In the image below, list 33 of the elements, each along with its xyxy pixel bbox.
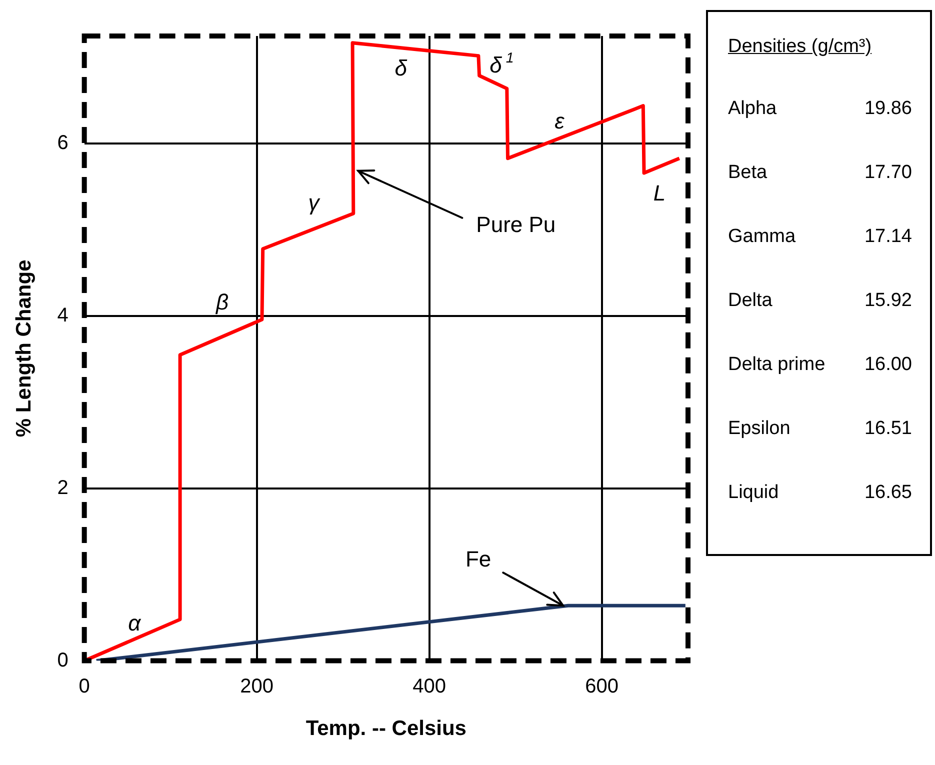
text: Epsilon [728, 418, 790, 441]
text: 16.51 [864, 418, 912, 441]
annotation: δ [394, 56, 408, 81]
text: Densities (g/cm³) [728, 36, 873, 58]
text: 17.14 [864, 226, 912, 249]
text: 17.70 [864, 162, 912, 185]
text: Pure Pu [476, 212, 556, 237]
y-tick-label: 2 [57, 476, 68, 499]
text: Liquid [728, 482, 779, 505]
x-tick-label: 0 [78, 675, 90, 698]
series-label: Fe [465, 546, 492, 572]
y-tick-label: 4 [57, 304, 68, 327]
x-axis-title: Temp. -- Celsius [306, 717, 466, 740]
annotation: α [128, 610, 142, 636]
text: Gamma [728, 226, 796, 249]
text: Delta prime [728, 354, 826, 377]
annotation: ε [554, 108, 565, 134]
text: 19.86 [864, 98, 912, 121]
text: Beta [728, 162, 768, 185]
x-tick-label: 400 [412, 675, 446, 698]
text: Alpha [728, 98, 777, 121]
y-tick-label: 0 [57, 649, 68, 672]
text: 16.00 [864, 354, 912, 377]
annotation: L [653, 180, 666, 206]
text: Delta [728, 290, 772, 313]
x-tick-label: 200 [240, 675, 274, 698]
y-axis-title: % Length Change [12, 260, 36, 438]
text: 16.65 [864, 482, 912, 505]
x-tick-label: 600 [585, 675, 618, 698]
annotation: β [215, 289, 230, 314]
y-tick-label: 6 [57, 132, 68, 154]
text: 15.92 [864, 290, 912, 313]
annotation: γ [308, 190, 322, 216]
